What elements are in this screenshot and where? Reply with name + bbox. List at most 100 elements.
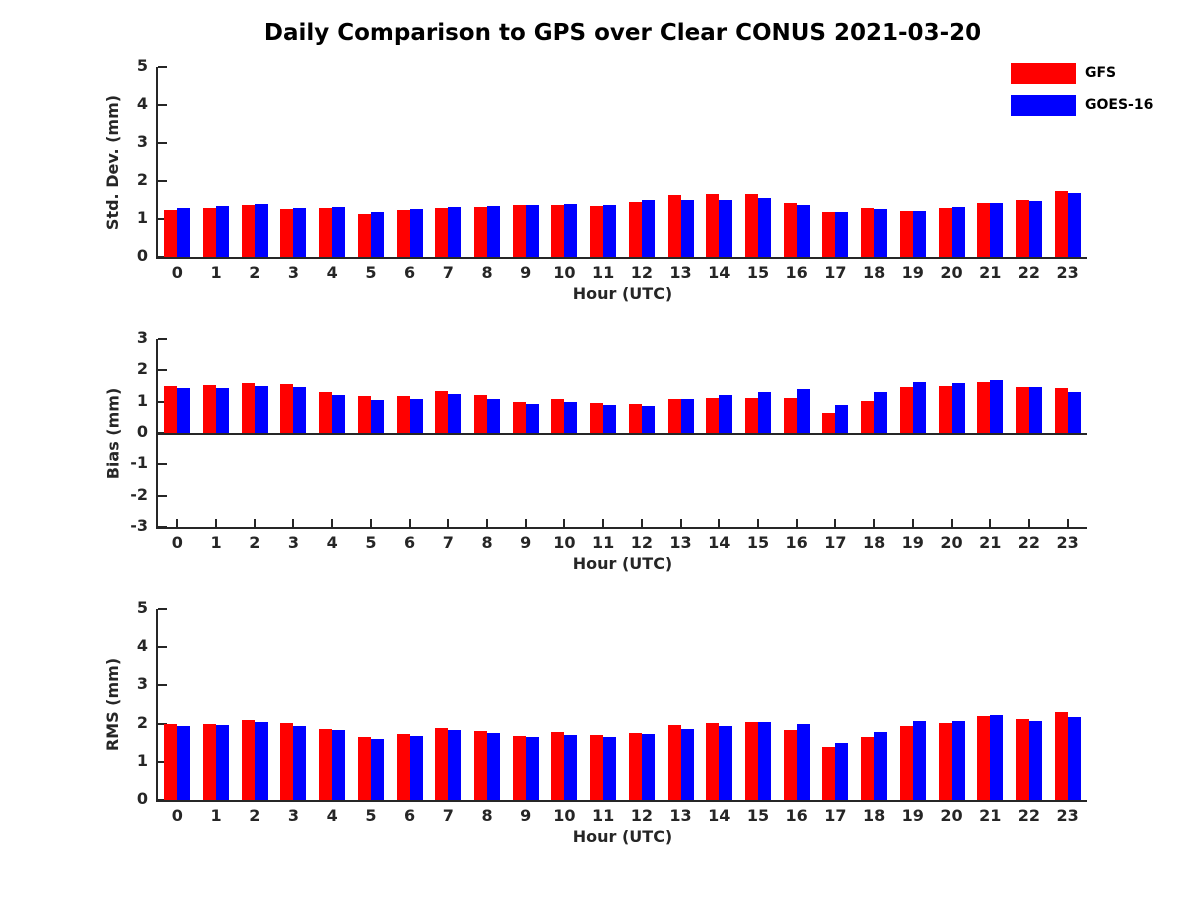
x-tick-label: 23 xyxy=(1056,263,1079,282)
bar-gfs-h2 xyxy=(241,382,255,433)
bar-gfs-h1 xyxy=(203,207,217,257)
x-tick xyxy=(408,519,411,527)
bar-gfs-h20 xyxy=(938,385,952,433)
x-tick-label: 21 xyxy=(979,263,1002,282)
x-tick-label: 6 xyxy=(404,533,416,552)
bar-goes-16-h6 xyxy=(409,399,423,433)
bar-goes-16-h7 xyxy=(448,394,462,433)
bar-goes-16-h13 xyxy=(680,728,694,800)
x-tick-label: 5 xyxy=(365,806,377,825)
bar-gfs-h2 xyxy=(241,205,255,257)
bar-goes-16-h17 xyxy=(835,405,849,433)
x-tick xyxy=(215,519,218,527)
x-tick-label: 6 xyxy=(404,263,416,282)
y-tick xyxy=(158,760,167,763)
x-tick-label: 8 xyxy=(481,806,493,825)
bar-goes-16-h8 xyxy=(487,733,501,800)
y-tick-label: 4 xyxy=(136,94,148,113)
bar-goes-16-h18 xyxy=(874,392,888,433)
x-tick-label: 16 xyxy=(785,806,808,825)
bar-goes-16-h19 xyxy=(912,720,926,800)
bar-goes-16-h16 xyxy=(796,724,810,800)
bar-gfs-h9 xyxy=(512,736,526,800)
bar-goes-16-h20 xyxy=(951,721,965,800)
bar-gfs-h10 xyxy=(551,399,565,433)
bar-gfs-h14 xyxy=(706,193,720,257)
bar-gfs-h13 xyxy=(667,724,681,800)
x-tick-label: 1 xyxy=(210,806,222,825)
bar-goes-16-h6 xyxy=(409,736,423,800)
x-tick-label: 14 xyxy=(708,806,731,825)
bar-goes-16-h4 xyxy=(332,395,346,433)
bar-gfs-h3 xyxy=(280,383,294,433)
y-tick-label: 3 xyxy=(136,132,148,151)
x-tick xyxy=(331,519,334,527)
x-axis-label: Hour (UTC) xyxy=(572,827,673,846)
bar-gfs-h0 xyxy=(164,386,178,433)
x-tick-label: 0 xyxy=(171,806,183,825)
x-axis-line xyxy=(156,527,1087,529)
y-tick xyxy=(158,369,167,372)
bar-gfs-h6 xyxy=(396,209,410,257)
bar-gfs-h20 xyxy=(938,723,952,800)
bar-goes-16-h21 xyxy=(990,715,1004,800)
bar-goes-16-h7 xyxy=(448,207,462,257)
bar-gfs-h23 xyxy=(1054,190,1068,257)
y-tick xyxy=(158,400,167,403)
bar-gfs-h8 xyxy=(474,394,488,433)
bar-gfs-h22 xyxy=(1015,719,1029,800)
x-tick-label: 19 xyxy=(901,263,924,282)
bar-gfs-h15 xyxy=(744,722,758,800)
y-tick-label: 4 xyxy=(136,636,148,656)
bar-gfs-h16 xyxy=(783,730,797,800)
x-tick xyxy=(602,519,605,527)
y-axis-line xyxy=(156,339,158,529)
x-tick xyxy=(911,519,914,527)
bar-goes-16-h5 xyxy=(370,738,384,800)
bar-gfs-h7 xyxy=(435,728,449,800)
bar-gfs-h1 xyxy=(203,385,217,433)
bar-goes-16-h0 xyxy=(177,725,191,800)
bar-gfs-h13 xyxy=(667,399,681,433)
x-tick xyxy=(756,519,759,527)
bar-goes-16-h12 xyxy=(641,406,655,433)
bar-goes-16-h17 xyxy=(835,211,849,257)
x-tick xyxy=(679,519,682,527)
bar-gfs-h11 xyxy=(590,402,604,433)
x-tick-label: 8 xyxy=(481,263,493,282)
bar-goes-16-h20 xyxy=(951,207,965,257)
y-tick-label: -3 xyxy=(130,516,148,535)
bar-goes-16-h15 xyxy=(757,198,771,257)
bar-gfs-h6 xyxy=(396,734,410,800)
legend-label-gfs: GFS xyxy=(1085,65,1117,81)
x-tick-label: 5 xyxy=(365,533,377,552)
x-tick-label: 8 xyxy=(481,533,493,552)
x-tick-label: 0 xyxy=(171,263,183,282)
bar-gfs-h5 xyxy=(357,396,371,433)
y-tick-label: 0 xyxy=(136,422,148,441)
bar-gfs-h0 xyxy=(164,209,178,257)
bar-goes-16-h10 xyxy=(564,204,578,257)
bar-gfs-h4 xyxy=(319,392,333,433)
x-tick-label: 1 xyxy=(210,533,222,552)
x-tick-label: 20 xyxy=(940,806,963,825)
x-tick-label: 19 xyxy=(901,533,924,552)
x-tick-label: 23 xyxy=(1056,533,1079,552)
bar-gfs-h21 xyxy=(977,716,991,800)
y-axis-label-text: RMS (mm) xyxy=(103,657,123,752)
bar-goes-16-h11 xyxy=(603,736,617,800)
bar-gfs-h18 xyxy=(861,400,875,433)
x-tick xyxy=(718,519,721,527)
x-tick-label: 22 xyxy=(1017,533,1041,552)
x-tick-label: 4 xyxy=(326,533,338,552)
legend-swatch-gfs xyxy=(1011,63,1076,84)
bar-goes-16-h13 xyxy=(680,200,694,257)
bar-goes-16-h9 xyxy=(525,737,539,800)
y-tick-label: 2 xyxy=(136,712,148,732)
x-tick-label: 19 xyxy=(901,806,924,825)
bar-goes-16-h7 xyxy=(448,729,462,800)
x-tick-label: 2 xyxy=(249,806,261,825)
x-tick xyxy=(834,519,837,527)
bar-goes-16-h1 xyxy=(216,724,230,800)
x-tick-label: 13 xyxy=(669,533,692,552)
